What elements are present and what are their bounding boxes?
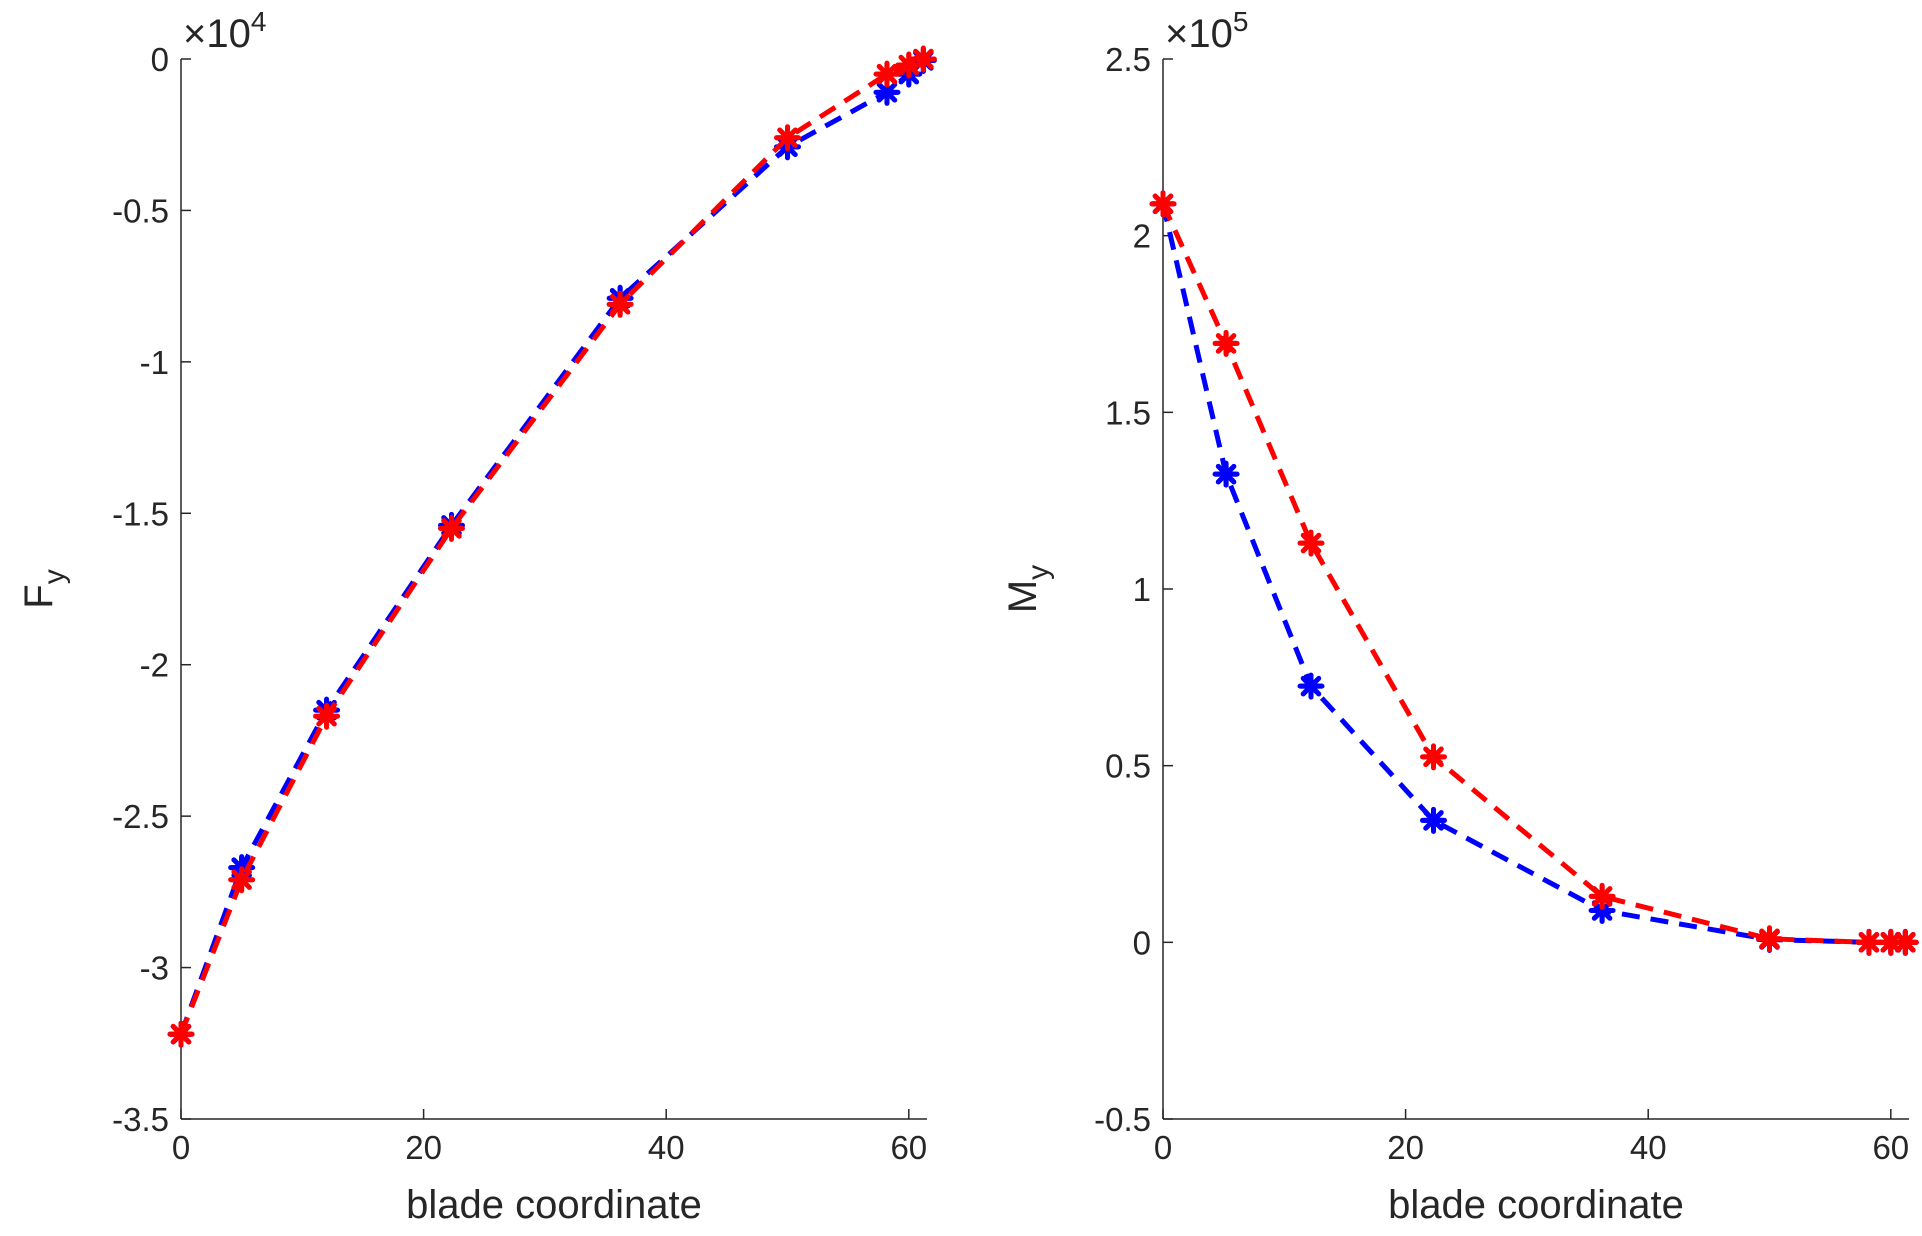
x-axis-label: blade coordinate (406, 1183, 702, 1227)
y-axis-label: Fy (17, 569, 71, 608)
x-axis-label: blade coordinate (1388, 1183, 1684, 1227)
data-point-marker (1756, 925, 1784, 953)
y-tick-label: -3 (140, 950, 169, 987)
data-point-marker (606, 290, 634, 318)
y-tick-label: 1.5 (1105, 394, 1151, 431)
x-tick-label: 40 (648, 1129, 685, 1166)
data-point-marker (1420, 743, 1448, 771)
data-point-marker (1855, 928, 1883, 956)
y-tick-label: 0 (151, 41, 169, 78)
data-point-marker (1891, 928, 1919, 956)
x-tick-label: 20 (1387, 1129, 1424, 1166)
series-red (1149, 190, 1919, 956)
x-tick-label: 0 (172, 1129, 190, 1166)
y-tick-label: -2.5 (112, 798, 169, 835)
axis-exponent-label: ×104 (183, 6, 266, 56)
data-point-marker (313, 702, 341, 730)
y-tick-label: 0.5 (1105, 748, 1151, 785)
data-point-marker (1420, 806, 1448, 834)
data-point-marker (909, 45, 937, 73)
data-point-marker (1588, 897, 1616, 925)
series-line (178, 56, 925, 1036)
y-tick-label: -2 (140, 647, 169, 684)
y-tick-label: -1.5 (112, 495, 169, 532)
series-blue (167, 47, 937, 1048)
data-point-marker (1212, 329, 1240, 357)
series-blue (1149, 190, 1919, 956)
y-tick-label: 1 (1133, 571, 1151, 608)
data-point-marker (873, 60, 901, 88)
data-point-marker (1588, 882, 1616, 910)
y-tick-label: 2 (1133, 218, 1151, 255)
x-tick-label: 60 (1872, 1129, 1909, 1166)
y-tick-label: 2.5 (1105, 41, 1151, 78)
y-tick-label: -0.5 (1094, 1101, 1151, 1138)
y-tick-label: -0.5 (112, 192, 169, 229)
y-tick-label: -3.5 (112, 1101, 169, 1138)
x-tick-label: 0 (1154, 1129, 1172, 1166)
series-line (1160, 203, 1906, 945)
data-point-marker (1212, 460, 1240, 488)
data-point-marker (1297, 672, 1325, 700)
data-point-marker (1297, 529, 1325, 557)
y-axis-label: My (1001, 565, 1055, 613)
data-point-marker (1149, 190, 1177, 218)
series-line (178, 58, 926, 1036)
series-line (1160, 202, 1906, 945)
series-red (167, 45, 937, 1048)
x-tick-label: 60 (890, 1129, 927, 1166)
data-point-marker (228, 866, 256, 894)
data-point-marker (438, 514, 466, 542)
x-tick-label: 20 (405, 1129, 442, 1166)
x-tick-label: 40 (1630, 1129, 1667, 1166)
y-tick-label: -1 (140, 344, 169, 381)
left-chart-fy: 0 20 40 60 0 -0.5 -1 -1.5 -2 -2.5 -3 -3.5 ×104 blade … (17, 6, 937, 1227)
data-point-marker (774, 124, 802, 152)
data-point-marker (167, 1020, 195, 1048)
axis-exponent-label: ×105 (1165, 6, 1248, 56)
y-tick-label: 0 (1133, 924, 1151, 961)
